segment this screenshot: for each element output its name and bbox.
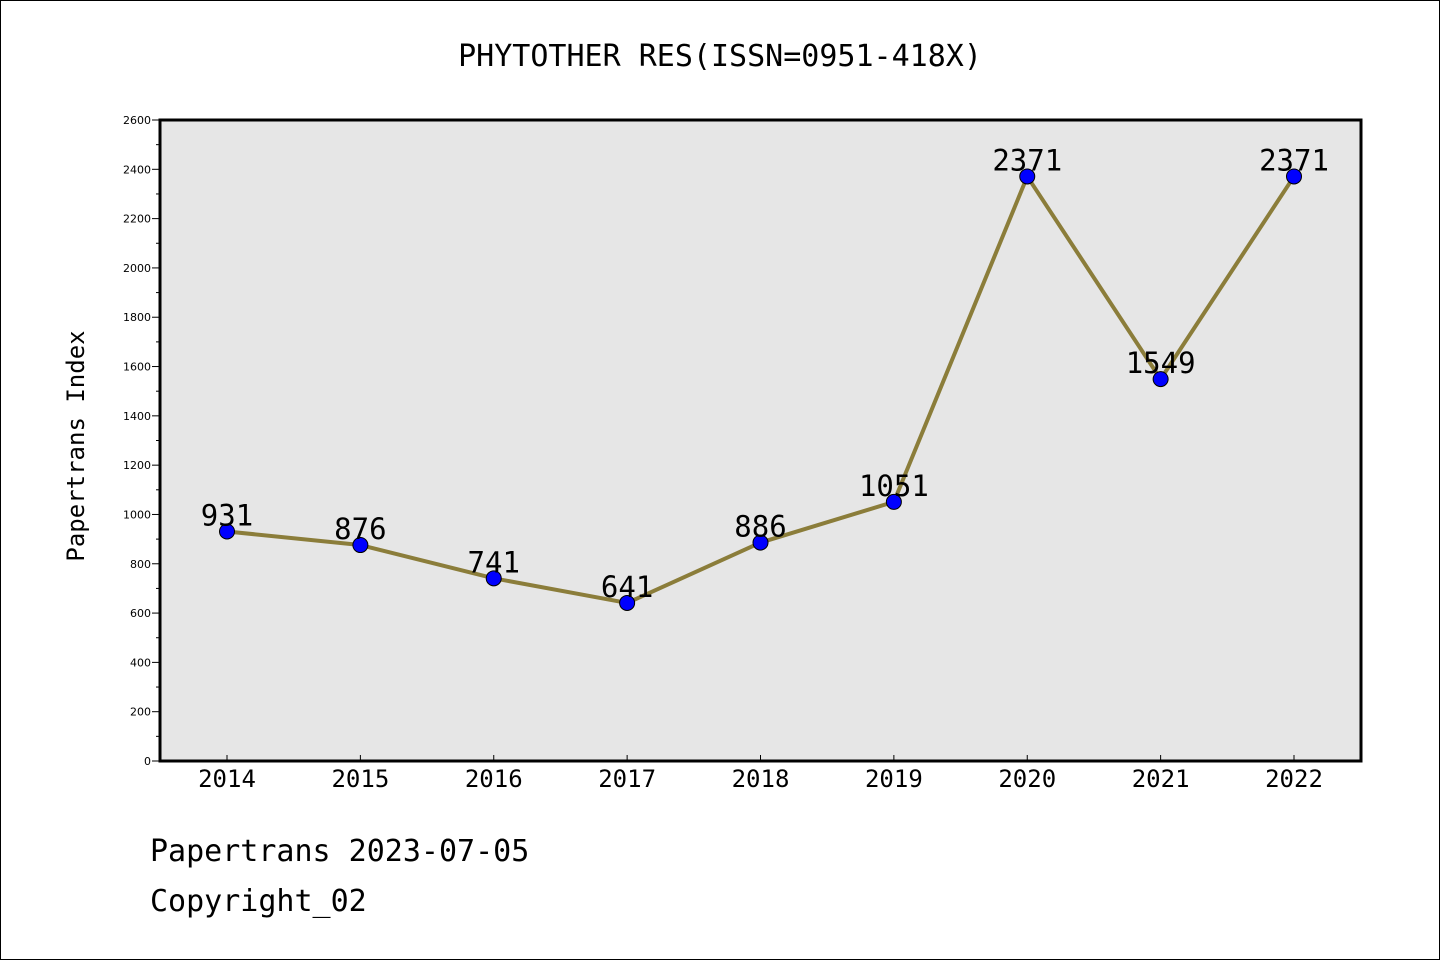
footer-date: Papertrans 2023-07-05 <box>150 834 530 869</box>
data-label: 931 <box>201 498 253 532</box>
y-tick-label: 1400 <box>123 410 151 423</box>
x-tick-label: 2017 <box>598 765 656 793</box>
x-tick-label: 2020 <box>998 765 1056 793</box>
data-labels-group: 931 876 741 641 886 1051 2371 1549 2371 <box>201 143 1329 604</box>
x-tick-label: 2018 <box>732 765 790 793</box>
data-label: 1549 <box>1126 346 1196 380</box>
x-tick-label: 2016 <box>465 765 523 793</box>
y-tick-label: 200 <box>130 706 151 719</box>
data-label: 741 <box>468 545 520 579</box>
y-tick-label: 800 <box>130 558 151 571</box>
y-tick-label: 2600 <box>123 114 151 127</box>
plot-area <box>158 118 1363 763</box>
data-label: 876 <box>334 512 386 546</box>
footer-copyright: Copyright_02 <box>150 884 367 919</box>
data-point <box>1152 371 1169 388</box>
data-point <box>219 523 235 540</box>
y-tick-label: 1000 <box>123 508 151 521</box>
y-tick-label: 1200 <box>123 459 151 472</box>
y-tick-label: 600 <box>130 607 151 620</box>
data-point <box>752 534 769 551</box>
y-tick-label: 400 <box>130 656 151 669</box>
y-tick-label: 1600 <box>123 361 151 374</box>
data-label: 2371 <box>1259 143 1329 177</box>
y-tick-label: 2000 <box>123 262 151 275</box>
x-axis-ticks: 2014 2015 2016 2017 2018 2019 2020 2021 2022 <box>198 755 1323 793</box>
y-tick-label: 1800 <box>123 311 151 324</box>
y-axis-label: Papertrans Index <box>62 330 90 561</box>
y-axis-ticks: 0 200 400 600 800 1000 1200 1400 1600 1800 2000 220… <box>123 114 160 768</box>
data-point <box>619 594 636 611</box>
data-label: 1051 <box>859 469 929 503</box>
data-label: 641 <box>601 570 653 604</box>
data-point <box>485 570 502 587</box>
x-tick-label: 2022 <box>1265 765 1323 793</box>
data-point <box>885 493 902 510</box>
y-tick-label: 2200 <box>123 213 151 226</box>
chart-title: PHYTOTHER RES(ISSN=0951-418X) <box>458 39 982 74</box>
data-label: 2371 <box>992 143 1062 177</box>
data-point <box>1019 168 1036 185</box>
data-label: 886 <box>734 510 786 544</box>
x-tick-label: 2021 <box>1132 765 1190 793</box>
data-point <box>1286 168 1302 185</box>
y-tick-label: 2400 <box>123 163 151 176</box>
x-tick-label: 2014 <box>198 765 256 793</box>
x-tick-label: 2015 <box>331 765 389 793</box>
markers-group <box>219 168 1302 611</box>
x-tick-label: 2019 <box>865 765 923 793</box>
y-tick-label: 0 <box>144 755 151 768</box>
data-point <box>352 537 369 554</box>
